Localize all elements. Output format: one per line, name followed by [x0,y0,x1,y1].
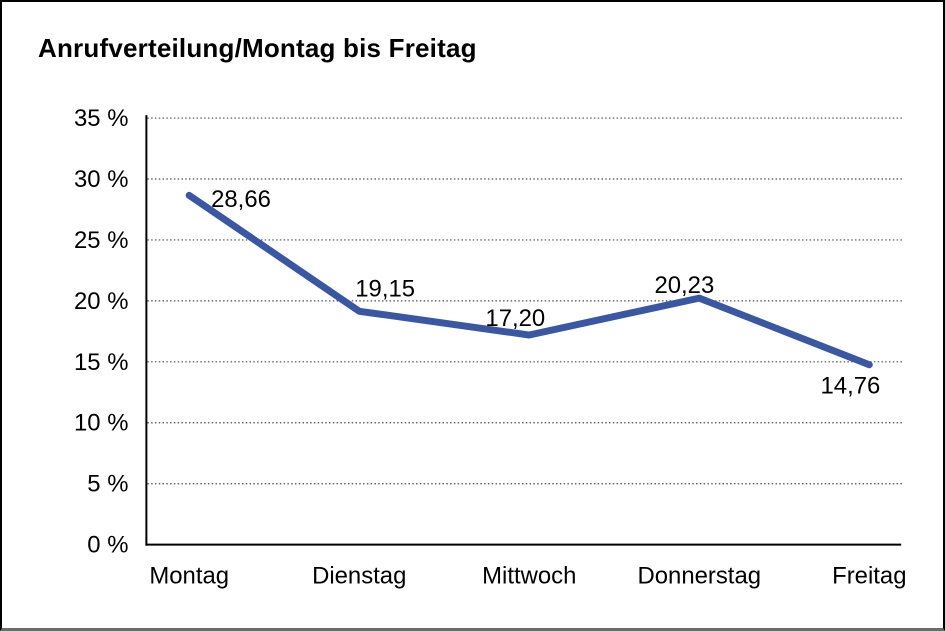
data-point-label: 19,15 [355,275,415,302]
x-axis-label: Donnerstag [638,562,762,589]
y-tick-label: 15 % [74,349,128,376]
y-tick-label: 5 % [87,471,128,498]
y-tick-label: 0 % [87,532,128,559]
x-axis-label: Dienstag [312,562,406,589]
x-axis-label: Freitag [832,562,906,589]
data-point-label: 17,20 [485,305,545,332]
y-tick-label: 25 % [74,227,128,254]
y-tick-label: 30 % [74,166,128,193]
data-point-label: 28,66 [211,186,271,213]
y-tick-label: 35 % [74,105,128,132]
x-axis-label: Mittwoch [482,562,576,589]
data-point-label: 20,23 [654,272,714,299]
data-point-label: 14,76 [821,373,881,400]
data-series-line [185,191,873,369]
chart-title: Anrufverteilung/Montag bis Freitag [38,33,477,63]
y-tick-label: 20 % [74,288,128,315]
x-axis-label: Montag [149,562,229,589]
y-tick-label: 10 % [74,410,128,437]
